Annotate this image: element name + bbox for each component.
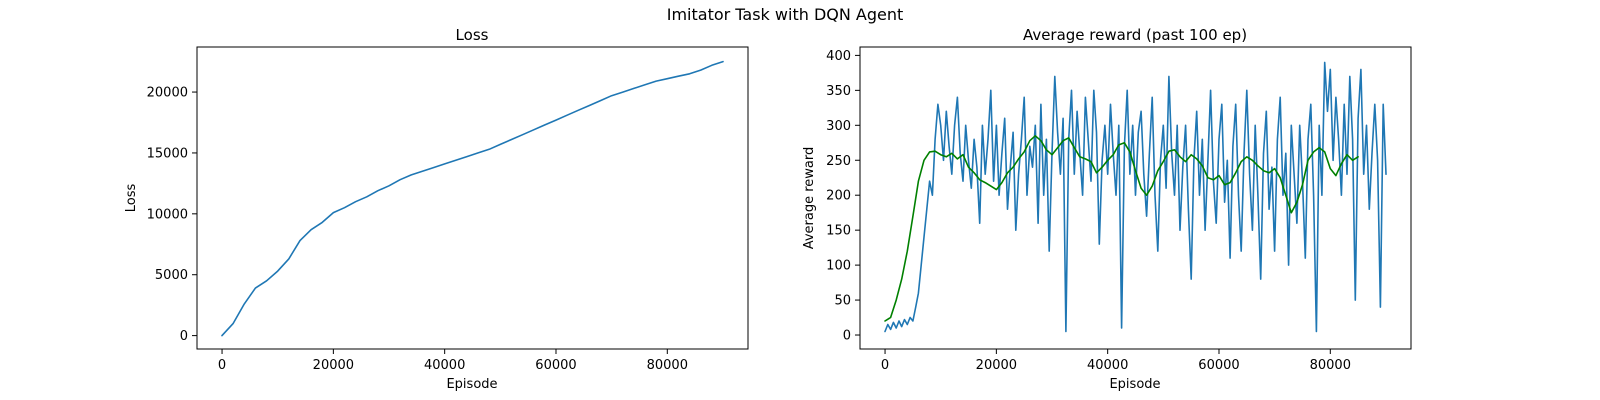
figure-suptitle: Imitator Task with DQN Agent: [667, 5, 904, 24]
reward-y-tick-label: 50: [834, 294, 851, 309]
reward-y-tick-label: 350: [826, 84, 851, 99]
reward-x-tick-label: 60000: [1198, 358, 1239, 373]
loss-lines: [221, 60, 724, 337]
reward-y-tick-label: 250: [826, 154, 851, 169]
loss-x-tick-label: 20000: [313, 358, 354, 373]
reward-series-line-0: [884, 61, 1387, 333]
reward-y-tick-label: 200: [826, 189, 851, 204]
reward-ylabel: Average reward: [802, 147, 817, 250]
loss-y-tick-label: 20000: [147, 86, 188, 101]
loss-y-tick-label: 5000: [155, 268, 188, 283]
loss-x-tick-label: 40000: [424, 358, 465, 373]
reward-plot-frame: [859, 46, 1412, 350]
reward-x-tick-label: 20000: [976, 358, 1017, 373]
loss-y-tick-label: 15000: [147, 146, 188, 161]
reward-x-tick-label: 0: [881, 358, 889, 373]
reward-chart: Average reward (past 100 ep) 0 20000 40000…: [802, 26, 1412, 392]
reward-y-tick-label: 150: [826, 224, 851, 239]
loss-ylabel: Loss: [124, 184, 139, 213]
loss-x-tick-label: 60000: [535, 358, 576, 373]
loss-x-tick-label: 0: [218, 358, 226, 373]
reward-y-tick-label: 400: [826, 49, 851, 64]
reward-lines: [884, 61, 1387, 333]
reward-ticks: 0 20000 40000 60000 80000 0 50 100 150 200 250 300 3…: [826, 49, 1351, 373]
reward-y-tick-label: 300: [826, 119, 851, 134]
loss-plot-frame: [196, 46, 749, 350]
loss-y-tick-label: 10000: [147, 207, 188, 222]
loss-ticks: 0 20000 40000 60000 80000 0 5000 10000 15000 2000…: [147, 86, 688, 373]
loss-chart: Loss 0 20000 40000 60000 80000 0 5000 10000 1500…: [124, 26, 749, 392]
loss-series-line-0: [221, 60, 724, 337]
reward-x-tick-label: 80000: [1310, 358, 1351, 373]
reward-chart-title: Average reward (past 100 ep): [1023, 26, 1247, 44]
reward-y-tick-label: 100: [826, 259, 851, 274]
loss-y-tick-label: 0: [180, 329, 188, 344]
reward-y-tick-label: 0: [843, 329, 851, 344]
reward-xlabel: Episode: [1109, 377, 1160, 392]
reward-x-tick-label: 40000: [1087, 358, 1128, 373]
loss-chart-title: Loss: [456, 26, 489, 44]
loss-xlabel: Episode: [446, 377, 497, 392]
reward-series-line-1: [884, 135, 1359, 322]
loss-x-tick-label: 80000: [647, 358, 688, 373]
